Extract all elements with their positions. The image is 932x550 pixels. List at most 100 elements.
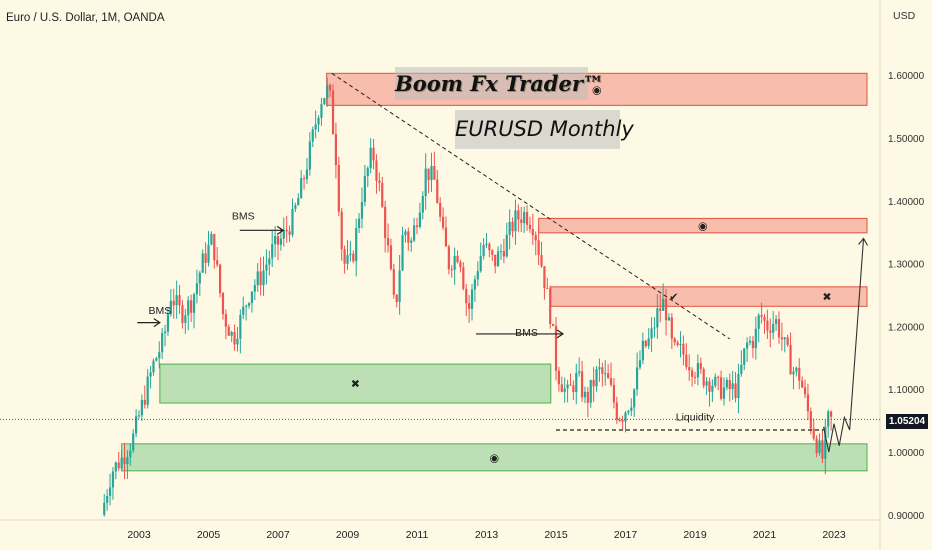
candle-body — [184, 315, 187, 323]
candle-body — [499, 251, 503, 253]
candle-body — [268, 258, 271, 265]
candle-body — [221, 293, 225, 315]
candle-body — [421, 196, 424, 213]
candle-body — [667, 317, 671, 321]
x-tick-label-2: 2007 — [266, 529, 290, 541]
projection-path — [823, 238, 865, 453]
candle-body — [363, 175, 366, 203]
candle-body — [638, 360, 642, 368]
zone-marker-b-2: ✖ — [822, 291, 831, 304]
candle-body — [740, 364, 743, 374]
candle-body — [433, 166, 436, 180]
candle-body — [627, 410, 630, 413]
candle-body — [146, 376, 149, 405]
candle-body — [795, 367, 798, 372]
candle-body — [386, 237, 390, 246]
candle-body — [505, 234, 508, 257]
candle-body — [809, 411, 812, 429]
candle-body — [612, 384, 616, 403]
candle-body — [662, 298, 665, 311]
candle-body — [216, 260, 219, 265]
candle-body — [540, 255, 543, 267]
candle-body — [106, 496, 109, 503]
candle-body — [496, 251, 500, 267]
candle-body — [407, 231, 410, 243]
candle-body — [763, 316, 766, 321]
brand-banner: Boom Fx Trader™ — [395, 67, 604, 100]
candle-body — [311, 129, 314, 142]
candle-body — [543, 266, 546, 288]
candle-body — [624, 412, 627, 422]
candle-body — [155, 358, 158, 361]
candle-body — [282, 229, 285, 239]
y-tick-label-6: 1.50000 — [888, 134, 925, 145]
candle-body — [502, 251, 505, 257]
candle-body — [766, 320, 769, 331]
candle-body — [320, 104, 323, 118]
zone-marker-0: ◉ — [592, 83, 602, 96]
candle-body — [725, 379, 728, 388]
x-tick-label-6: 2015 — [544, 529, 568, 541]
candle-body — [123, 457, 126, 464]
candle-body — [329, 84, 332, 91]
candle-body — [230, 332, 233, 336]
candle-body — [644, 340, 647, 347]
candle-body — [653, 327, 656, 329]
candle-body — [583, 391, 587, 398]
candle-body — [352, 253, 355, 262]
candle-body — [711, 385, 714, 392]
candle-body — [746, 342, 749, 349]
candle-body — [366, 168, 369, 176]
candle-body — [806, 394, 810, 412]
candle-body — [754, 328, 757, 349]
candle-body — [143, 399, 146, 405]
candle-body — [792, 371, 795, 375]
last-price-tag: 1.05204 — [886, 414, 928, 429]
candle-body — [349, 253, 352, 256]
x-tick-label-10: 2023 — [822, 529, 846, 541]
candle-body — [213, 234, 216, 261]
candle-body — [630, 407, 633, 411]
candle-body — [413, 225, 416, 241]
candle-body — [369, 147, 372, 169]
candle-body — [360, 202, 364, 219]
candle-body — [326, 84, 329, 99]
candle-body — [633, 389, 636, 408]
candle-body — [210, 234, 213, 245]
candle-body — [514, 210, 517, 232]
candle-body — [824, 426, 827, 459]
price-axis-bg — [880, 0, 932, 550]
candle-body — [447, 246, 450, 270]
candle-body — [546, 287, 549, 289]
candle-body — [563, 388, 566, 392]
y-tick-label-3: 1.20000 — [888, 322, 925, 333]
candle-body — [717, 376, 720, 378]
candle-body — [798, 367, 801, 381]
projection-arrowhead — [858, 237, 869, 246]
candle-body — [294, 205, 297, 209]
candle-body — [129, 450, 132, 458]
candle-body — [737, 373, 740, 399]
candle-body — [604, 373, 607, 375]
candle-body — [450, 269, 453, 271]
candle-body — [552, 324, 555, 326]
candle-body — [664, 298, 668, 321]
candle-body — [355, 227, 358, 262]
zone-marker-4: ◉ — [490, 451, 500, 464]
candle-body — [685, 354, 688, 368]
candle-body — [401, 235, 404, 271]
candle-body — [743, 348, 746, 365]
candle-body — [783, 337, 786, 340]
candle-body — [569, 384, 572, 386]
candles-layer — [103, 77, 833, 517]
candle-body — [722, 387, 726, 399]
candle-body — [748, 340, 752, 343]
candle-body — [801, 380, 804, 388]
candle-body — [575, 373, 578, 393]
candle-body — [291, 208, 294, 235]
annotation-3: Liquidity — [676, 412, 715, 424]
candle-body — [117, 462, 120, 469]
candle-body — [152, 360, 155, 373]
y-tick-label-1: 1.00000 — [888, 448, 925, 459]
